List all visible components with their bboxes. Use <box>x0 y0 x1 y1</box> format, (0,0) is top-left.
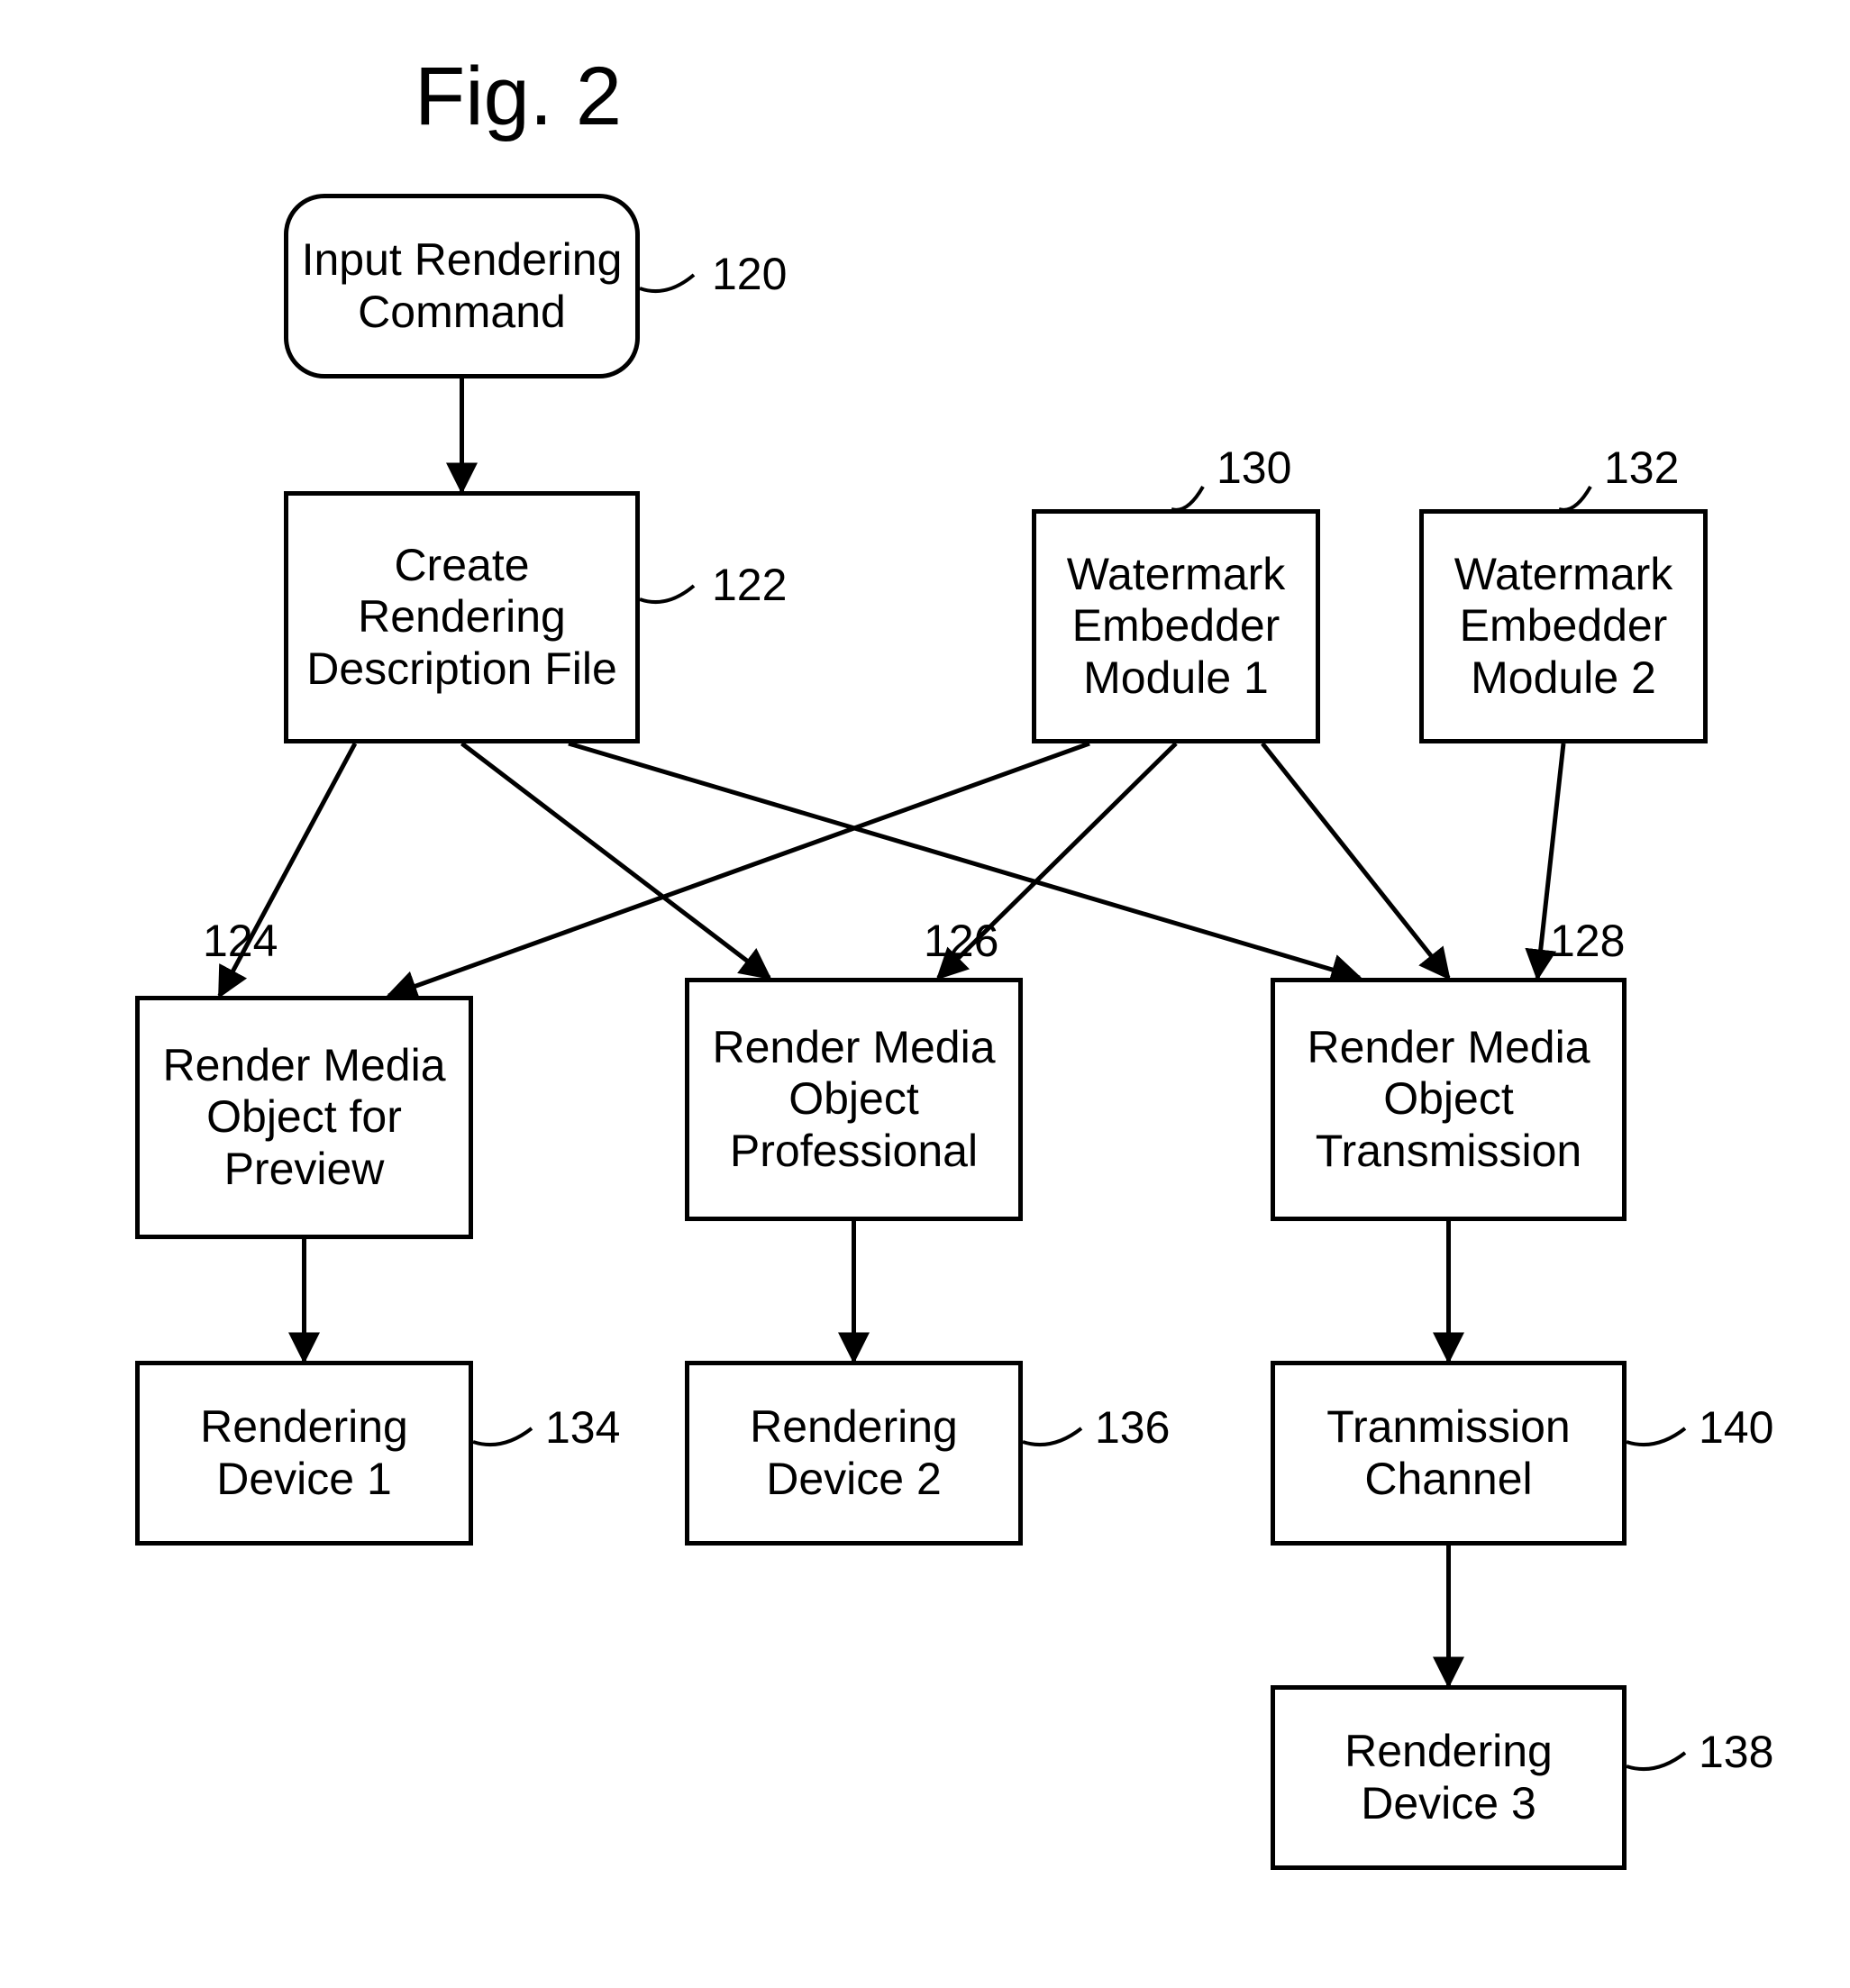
ref-label-l130: 130 <box>1217 442 1291 494</box>
leader-tick <box>1023 1428 1081 1445</box>
ref-label-l138: 138 <box>1699 1726 1773 1778</box>
node-n126: Render MediaObjectProfessional <box>685 978 1023 1221</box>
node-n132: WatermarkEmbedderModule 2 <box>1419 509 1708 743</box>
node-n124: Render MediaObject forPreview <box>135 996 473 1239</box>
leader-tick <box>473 1428 532 1445</box>
ref-label-l140: 140 <box>1699 1401 1773 1454</box>
leader-tick <box>1627 1428 1685 1445</box>
leader-tick <box>640 275 694 291</box>
ref-label-l120: 120 <box>712 248 787 300</box>
node-n138: RenderingDevice 3 <box>1271 1685 1627 1870</box>
diagram-canvas: Fig. 2 Input RenderingCommand CreateRende… <box>0 0 1850 1988</box>
ref-label-l128: 128 <box>1550 915 1625 967</box>
leader-tick <box>1171 487 1203 510</box>
edge-n130-n128 <box>1262 743 1449 978</box>
leader-tick <box>1559 487 1590 510</box>
node-n122: CreateRenderingDescription File <box>284 491 640 743</box>
node-n140: TranmissionChannel <box>1271 1361 1627 1546</box>
node-n130: WatermarkEmbedderModule 1 <box>1032 509 1320 743</box>
leader-tick <box>1627 1753 1685 1769</box>
leader-tick <box>640 586 694 602</box>
ref-label-l134: 134 <box>545 1401 620 1454</box>
ref-label-l136: 136 <box>1095 1401 1170 1454</box>
ref-label-l132: 132 <box>1604 442 1679 494</box>
node-n136: RenderingDevice 2 <box>685 1361 1023 1546</box>
node-n120: Input RenderingCommand <box>284 194 640 378</box>
node-n134: RenderingDevice 1 <box>135 1361 473 1546</box>
node-n128: Render MediaObjectTransmission <box>1271 978 1627 1221</box>
edge-n122-n126 <box>462 743 770 978</box>
ref-label-l124: 124 <box>203 915 278 967</box>
figure-title: Fig. 2 <box>415 50 622 144</box>
ref-label-l126: 126 <box>924 915 998 967</box>
ref-label-l122: 122 <box>712 559 787 611</box>
